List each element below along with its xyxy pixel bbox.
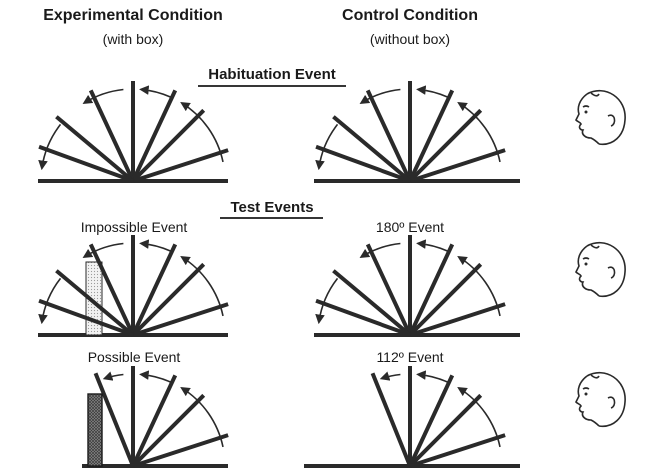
impossible-event-panel	[38, 235, 229, 337]
rotation-arrow	[82, 88, 124, 105]
rotation-arrow	[416, 85, 448, 98]
deg180-event-label: 180º Event	[376, 219, 444, 235]
habituation-event-heading: Habituation Event	[208, 66, 336, 83]
rotation-arrow	[315, 123, 339, 171]
infant-face-icon	[575, 89, 626, 145]
experimental-condition-title: Experimental Condition	[43, 7, 223, 24]
rotation-arrow	[38, 123, 62, 171]
screen-position	[365, 243, 412, 336]
rotation-arrow	[359, 88, 401, 105]
control-condition-subtitle: (without box)	[370, 31, 450, 47]
control-condition-title: Control Condition	[342, 7, 478, 24]
habituation-experimental-panel	[38, 81, 229, 183]
screen-position	[408, 243, 455, 336]
screen-position	[131, 89, 178, 182]
screen-position	[132, 148, 229, 183]
screen-position	[88, 89, 135, 182]
screen-position	[315, 144, 411, 183]
rotation-arrow	[457, 101, 501, 163]
impossible-event-label: Impossible Event	[81, 219, 188, 235]
experimental-condition-subtitle: (with box)	[103, 31, 164, 47]
rotation-arrow	[416, 239, 448, 252]
occluding-box-solid	[87, 393, 103, 467]
screen-position	[93, 372, 135, 467]
screen-position	[408, 393, 483, 468]
deg180-event-panel	[314, 235, 520, 337]
rotation-arrow	[139, 370, 171, 383]
rotation-arrow	[180, 255, 224, 317]
screen-position	[409, 433, 506, 468]
screen-position	[315, 298, 411, 337]
screen-position	[131, 262, 206, 337]
screen-position	[409, 148, 506, 183]
screen-position	[38, 298, 134, 337]
screen-position	[370, 372, 412, 467]
screen-position	[409, 302, 506, 337]
habituation-control-panel	[314, 81, 520, 183]
rotation-arrow	[180, 101, 224, 163]
screen-position	[55, 115, 135, 183]
possible-event-label: Possible Event	[88, 349, 181, 365]
rotation-arrow	[139, 85, 171, 98]
deg112-event-panel	[304, 366, 520, 468]
rotation-arrow	[180, 386, 224, 448]
screen-position	[332, 115, 412, 183]
infant-face-icon	[575, 371, 626, 427]
screen-position	[408, 262, 483, 337]
rotation-arrow	[38, 277, 62, 325]
rotation-arrow	[457, 386, 501, 448]
rotation-arrow	[359, 242, 401, 259]
rotation-arrow	[457, 255, 501, 317]
rotation-arrow	[139, 239, 171, 252]
rotation-arrow	[82, 242, 124, 259]
possible-event-panel	[82, 366, 229, 468]
rotation-arrow	[315, 277, 339, 325]
screen-position	[408, 374, 455, 467]
rotation-arrow	[379, 371, 401, 381]
screen-position	[55, 269, 135, 337]
screen-position	[365, 89, 412, 182]
occluding-box-dotted	[85, 261, 103, 336]
screen-position	[131, 108, 206, 183]
rotation-arrow	[416, 370, 448, 383]
test-events-heading: Test Events	[230, 199, 313, 216]
screen-position	[131, 374, 178, 467]
deg112-event-label: 112º Event	[376, 349, 443, 365]
screen-position	[88, 243, 135, 336]
screen-position	[132, 302, 229, 337]
screen-position	[408, 108, 483, 183]
screen-position	[131, 243, 178, 336]
infant-face-icon	[575, 241, 626, 297]
screen-position	[408, 89, 455, 182]
screen-position	[332, 269, 412, 337]
screen-position	[132, 433, 229, 468]
screen-position	[38, 144, 134, 183]
screen-position	[131, 393, 206, 468]
rotation-arrow	[102, 371, 124, 381]
